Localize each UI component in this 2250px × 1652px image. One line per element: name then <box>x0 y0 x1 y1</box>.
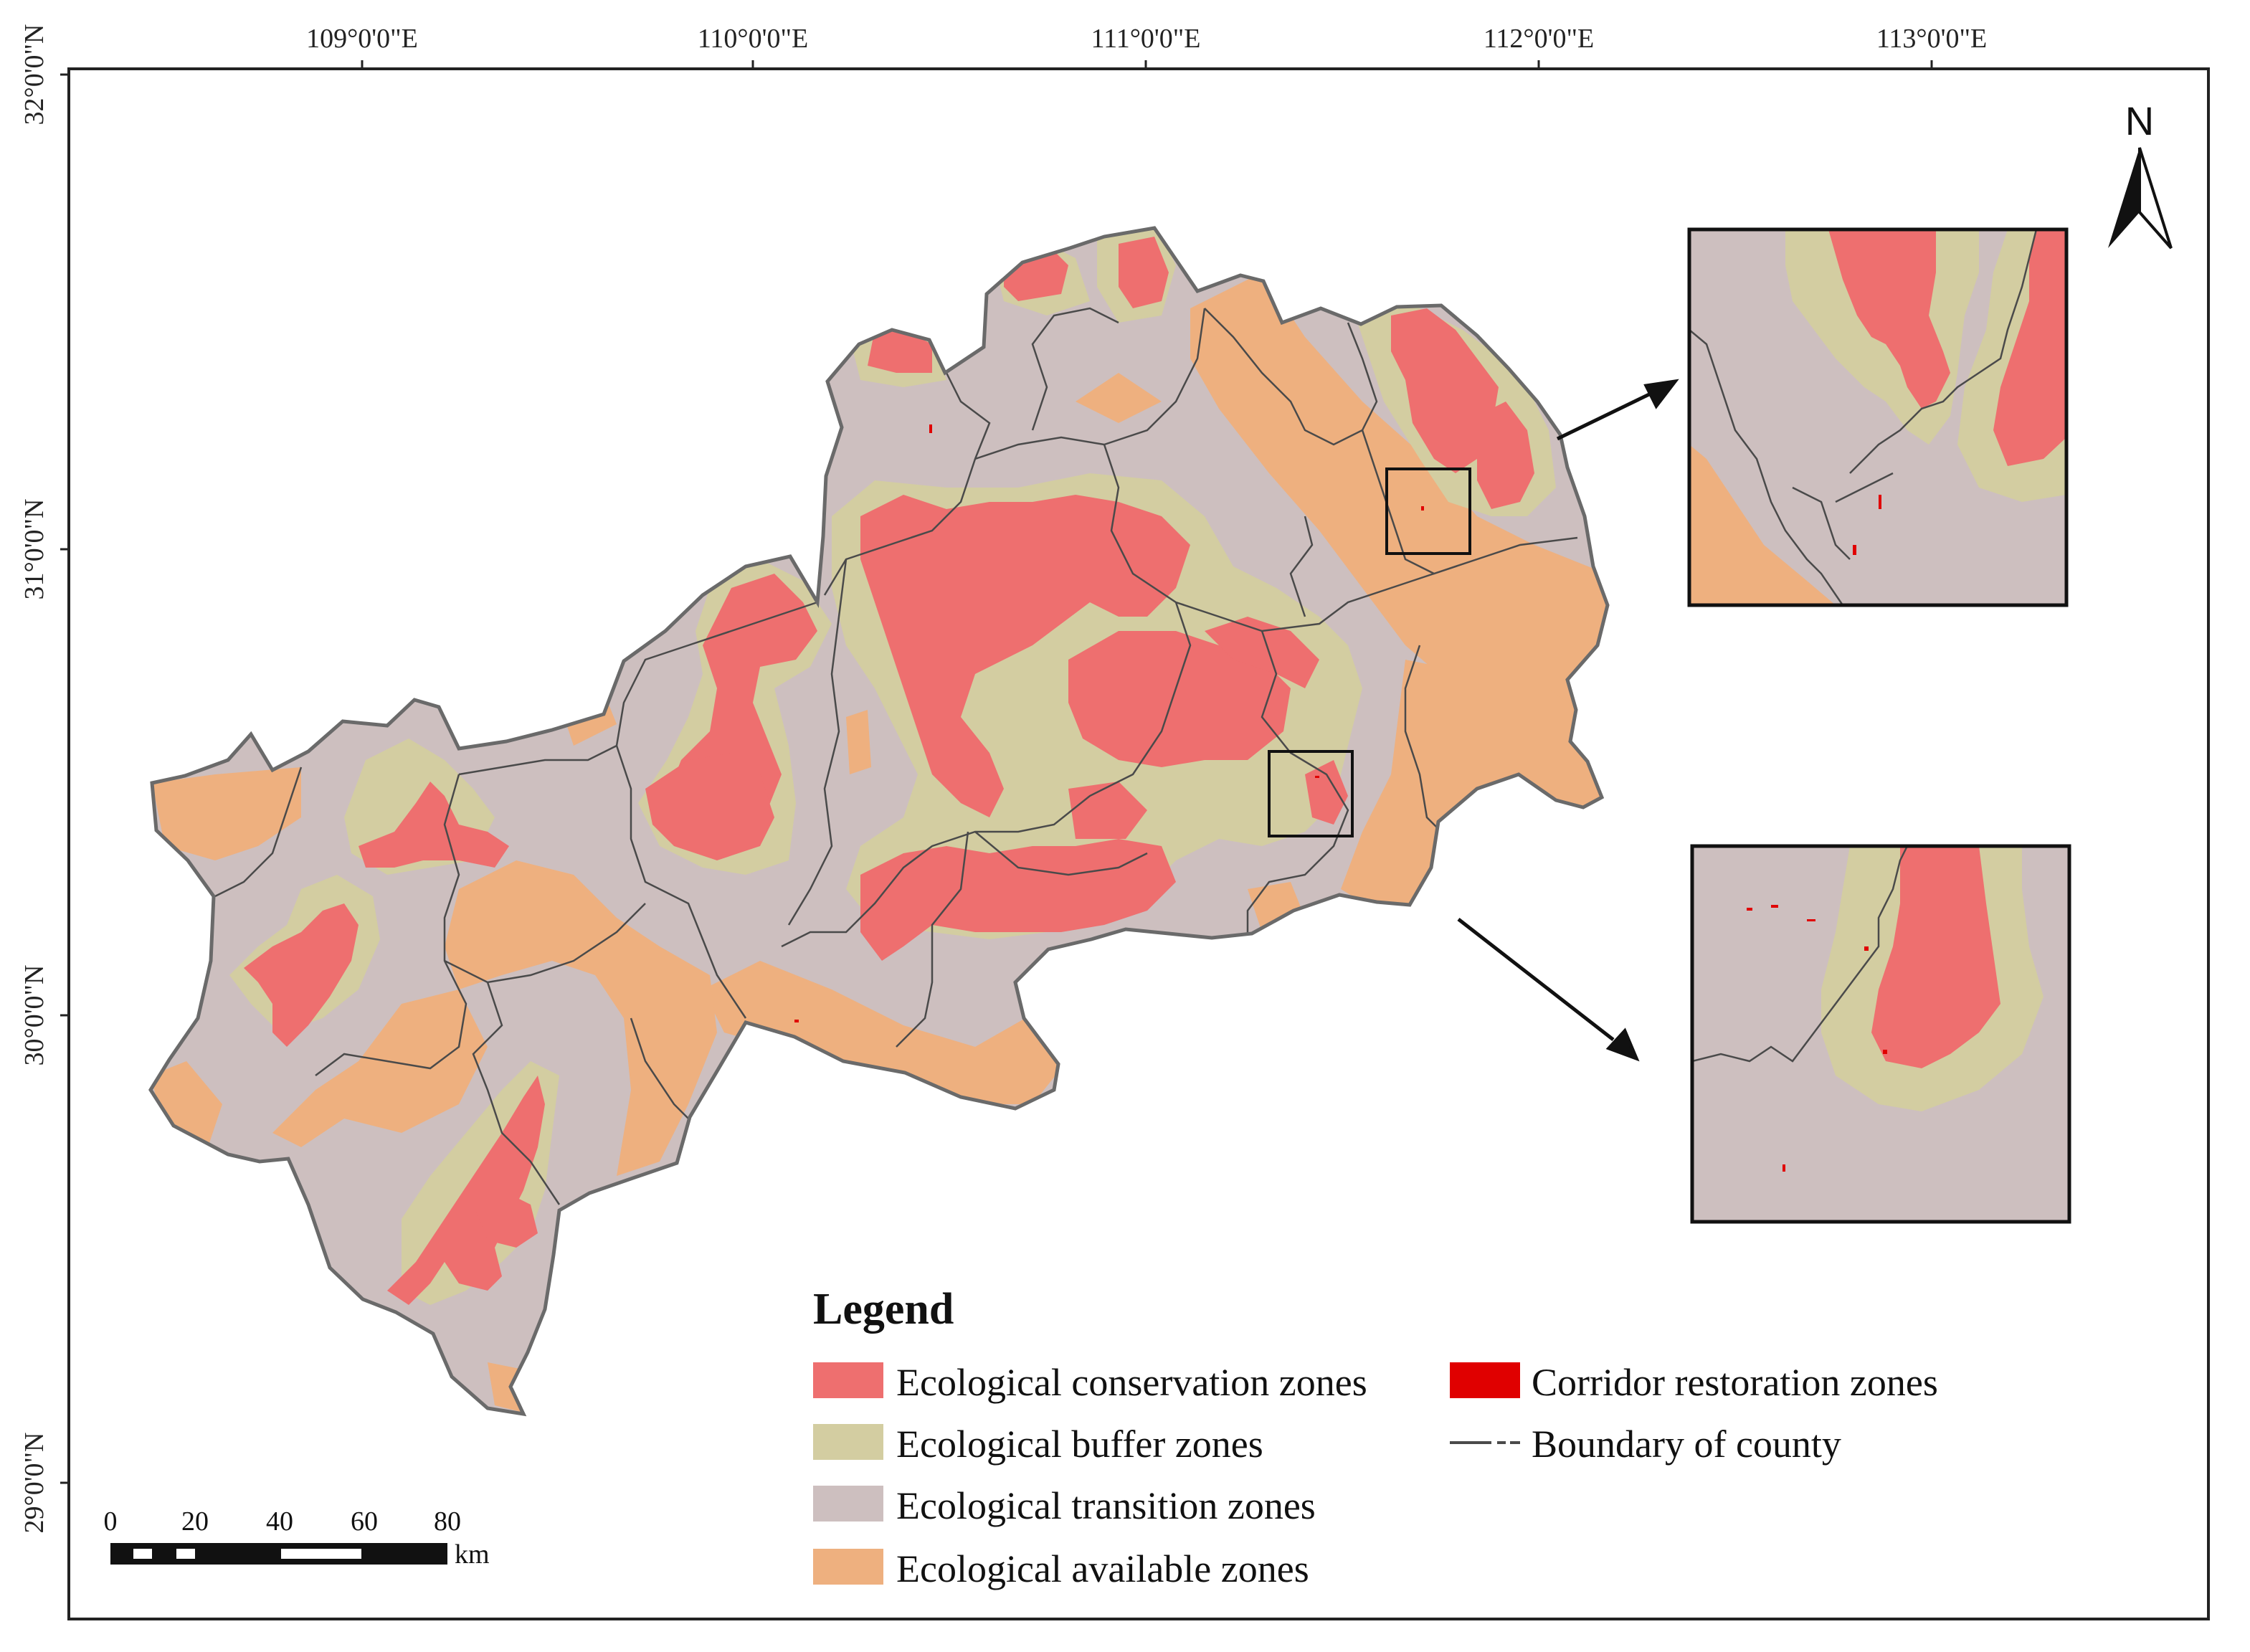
legend-swatch-transition <box>813 1486 883 1522</box>
scale-tick-0: 0 <box>104 1506 118 1537</box>
inset-upper-conservation-2 <box>1993 229 2066 466</box>
inset-lower-conservation <box>1871 846 2000 1068</box>
legend-label-corridor: Corridor restoration zones <box>1532 1361 1938 1404</box>
legend-label-conservation: Ecological conservation zones <box>896 1361 1367 1404</box>
inset-upper-available <box>1689 445 1836 605</box>
north-label: N <box>2125 98 2154 143</box>
top-label-1: 109°0'0"E <box>306 24 418 54</box>
legend-swatch-available <box>813 1549 883 1585</box>
corridor-zones <box>794 424 1424 1022</box>
inset-lower-boundaries <box>1692 846 1909 1063</box>
top-label-2: 110°0'0"E <box>698 24 808 54</box>
top-label-5: 113°0'0"E <box>1876 24 1987 54</box>
north-arrow-icon: N <box>2108 98 2173 250</box>
legend-swatch-conservation <box>813 1362 883 1398</box>
inset-upper-corridors <box>1853 495 1881 555</box>
legend-swatch-corridor <box>1450 1362 1520 1398</box>
left-label-2: 31°0'0"N <box>19 499 49 600</box>
left-label-3: 30°0'0"N <box>19 965 49 1066</box>
inset-arrows <box>1457 379 1679 1062</box>
scale-tick-20: 20 <box>181 1506 209 1537</box>
legend-label-boundary: Boundary of county <box>1532 1423 1841 1466</box>
inset-lower <box>1690 844 2071 1224</box>
top-label-3: 111°0'0"E <box>1091 24 1201 54</box>
left-axis <box>60 73 69 1484</box>
legend-label-available: Ecological available zones <box>896 1547 1309 1590</box>
scale-tick-80: 80 <box>434 1506 461 1537</box>
inset-lower-frame <box>1690 844 2071 1224</box>
legend-label-transition: Ecological transition zones <box>896 1484 1316 1527</box>
conservation-zones <box>244 237 1534 1305</box>
detail-box-upper <box>1385 467 1471 555</box>
legend-title: Legend <box>813 1285 954 1334</box>
top-label-4: 112°0'0"E <box>1484 24 1594 54</box>
scale-tick-60: 60 <box>351 1506 378 1537</box>
left-label-1: 32°0'0"N <box>19 24 49 125</box>
legend: Legend Ecological conservation zones Eco… <box>813 1285 1938 1590</box>
detail-box-lower <box>1268 750 1354 837</box>
scale-tick-40: 40 <box>266 1506 293 1537</box>
left-label-4: 29°0'0"N <box>19 1433 49 1534</box>
legend-swatch-buffer <box>813 1424 883 1460</box>
legend-label-buffer: Ecological buffer zones <box>896 1423 1263 1466</box>
top-axis <box>361 60 1933 69</box>
scale-bar: 0 20 40 60 80 km <box>104 1506 490 1570</box>
inset-lower-corridors <box>1747 905 1887 1172</box>
inset-upper <box>1687 227 2069 607</box>
scale-unit: km <box>455 1539 490 1570</box>
inset-upper-conservation-1 <box>1828 229 1950 409</box>
inset-upper-boundaries <box>1689 229 2038 605</box>
inset-upper-frame <box>1687 227 2069 607</box>
county-boundaries <box>214 307 1578 1205</box>
